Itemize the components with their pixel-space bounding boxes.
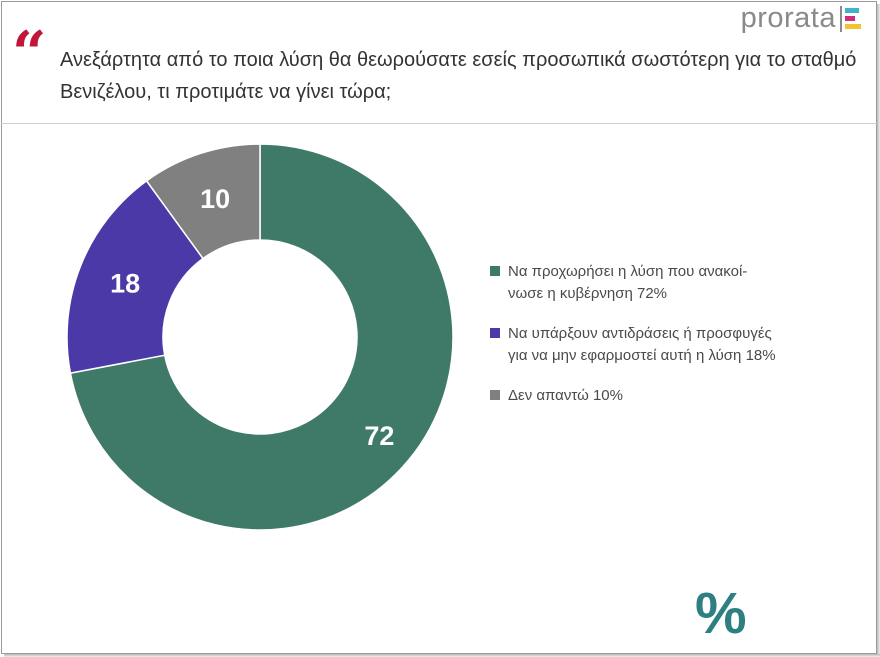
percent-logo-icon: % <box>695 581 747 646</box>
legend-swatch <box>490 266 500 276</box>
legend-label: Να υπάρξουν αντιδράσεις ή προσφυγές <box>508 325 772 342</box>
prorata-logo-mark-icon <box>840 6 861 32</box>
prorata-logo-text: prorata <box>740 2 836 34</box>
legend-item: Να υπάρξουν αντιδράσεις ή προσφυγές για … <box>490 323 860 367</box>
legend-label: νωσε η κυβέρνηση 72% <box>508 285 668 302</box>
slice-data-label: 10 <box>200 184 230 214</box>
legend-item: Δεν απαντώ 10% <box>490 385 860 407</box>
legend-label: Δεν απαντώ 10% <box>508 387 623 404</box>
legend-item: Να προχωρήσει η λύση που ανακοί- νωσε η … <box>490 261 860 305</box>
chart-legend: Να προχωρήσει η λύση που ανακοί- νωσε η … <box>490 261 860 425</box>
legend-swatch <box>490 390 500 400</box>
legend-swatch <box>490 328 500 338</box>
donut-slice <box>69 143 454 531</box>
quote-icon: “ <box>12 19 47 89</box>
legend-label: για να μην εφαρμοστεί αυτή η λύση 18% <box>508 347 776 364</box>
survey-question: Ανεξάρτητα από το ποια λύση θα θεωρούσατ… <box>60 49 857 103</box>
donut-slice <box>145 143 261 260</box>
slice-data-label: 72 <box>364 421 394 451</box>
legend-label: Να προχωρήσει η λύση που ανακοί- <box>508 263 748 280</box>
header-divider <box>1 123 877 124</box>
frame-shadow-bottom <box>4 654 880 657</box>
frame-shadow-right <box>877 4 880 657</box>
donut-slice <box>66 179 205 375</box>
slice-data-label: 18 <box>110 269 140 299</box>
